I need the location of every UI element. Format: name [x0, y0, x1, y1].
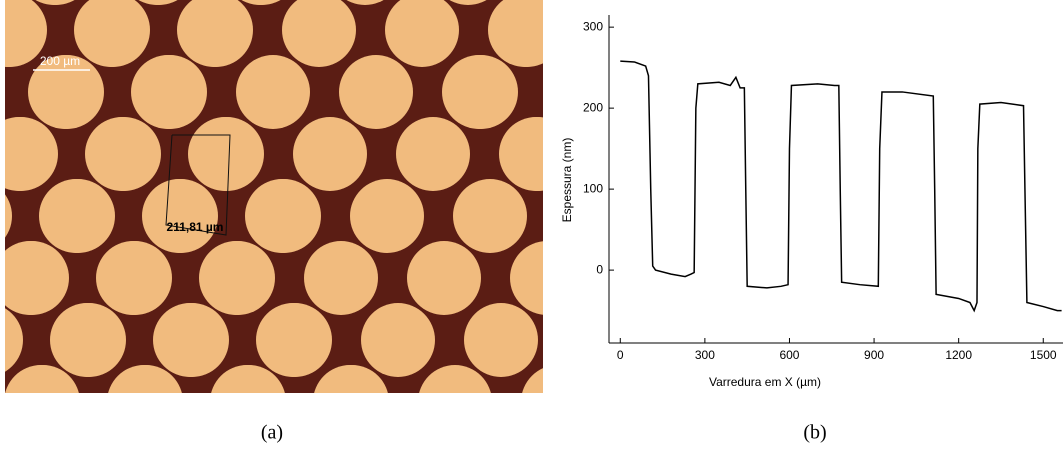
y-tick-label: 0 [596, 262, 603, 276]
y-tick-label: 100 [583, 181, 603, 195]
pore [464, 303, 538, 377]
scale-label: 200 µm [40, 54, 80, 68]
pore [50, 303, 124, 377]
pore [131, 55, 205, 129]
pore [199, 241, 273, 315]
pore [188, 117, 262, 191]
x-tick-label: 600 [779, 348, 799, 362]
pore [453, 179, 527, 253]
pore [396, 117, 470, 191]
measure-label: 211,81 µm [167, 220, 224, 234]
pore [521, 365, 595, 439]
pore [153, 303, 227, 377]
pore [547, 55, 621, 129]
pore [418, 365, 492, 439]
pore [293, 117, 367, 191]
page: 200 µm 211,81 µm (a) (b) Varredura em X … [0, 0, 1063, 450]
pore [142, 179, 216, 253]
pore [407, 241, 481, 315]
y-tick-label: 200 [583, 100, 603, 114]
pore [236, 55, 310, 129]
pore [339, 55, 413, 129]
pore [313, 365, 387, 439]
pore [256, 303, 330, 377]
pore [442, 55, 516, 129]
pore [545, 55, 619, 129]
caption: (b) [803, 422, 826, 444]
pore [107, 365, 181, 439]
caption: (a) [261, 422, 283, 444]
figure: 200 µm 211,81 µm (a) (b) Varredura em X … [0, 0, 1063, 450]
x-tick-label: 0 [617, 348, 624, 362]
x-tick-label: 1500 [1030, 348, 1057, 362]
pore [39, 179, 113, 253]
y-tick-label: 300 [583, 19, 603, 33]
pore [536, 0, 610, 5]
y-axis-label: Espessura (nm) [560, 138, 574, 223]
pore [4, 365, 78, 439]
pore [350, 179, 424, 253]
x-tick-label: 900 [864, 348, 884, 362]
pore [510, 241, 584, 315]
pore [361, 303, 435, 377]
micrograph [0, 0, 621, 439]
pore [85, 117, 159, 191]
x-axis-label: Varredura em X (µm) [709, 375, 821, 389]
pore [96, 241, 170, 315]
pore [245, 179, 319, 253]
pore [304, 241, 378, 315]
x-tick-label: 300 [695, 348, 715, 362]
x-tick-label: 1200 [945, 348, 972, 362]
pore [534, 0, 608, 5]
profile-line [620, 61, 1061, 310]
